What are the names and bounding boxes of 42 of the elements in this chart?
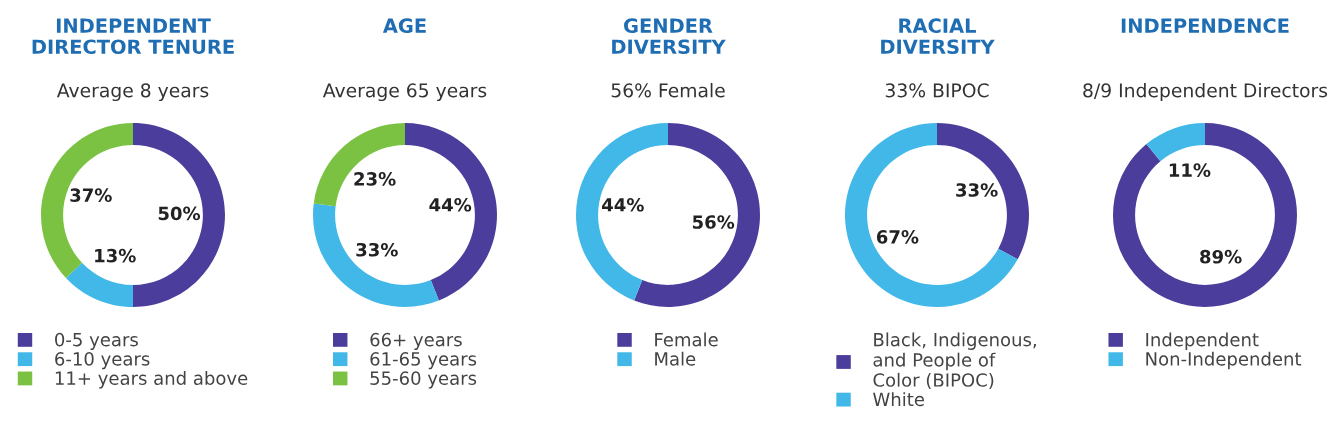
legend-label: 11+ years and above [55, 371, 248, 389]
donut-slice [576, 123, 668, 301]
donut-slice [845, 123, 1018, 307]
chart-subtitle: Average 65 years [322, 83, 487, 102]
data-label: 23% [354, 172, 396, 186]
legend-label: 0-5 years [55, 332, 138, 350]
donut-slice [405, 123, 497, 301]
chart-title: AGE [382, 18, 426, 34]
legend-label: Male [655, 351, 696, 366]
legend-label: Female [655, 332, 718, 347]
donut-slice [1113, 123, 1297, 307]
data-label: 44% [602, 197, 644, 212]
data-label: 33% [356, 242, 398, 257]
legend-label: 6-10 years [55, 352, 150, 370]
chart-title: INDEPENDENCE [1121, 18, 1289, 34]
data-label: 13% [95, 248, 136, 263]
legend-label: 61-65 years [370, 352, 477, 370]
donut-slice [313, 123, 405, 207]
data-label: 67% [876, 230, 919, 244]
data-label: 44% [429, 197, 472, 212]
chart-subtitle: 56% Female [611, 82, 725, 98]
chart-title: RACIAL DIVERSITY [881, 18, 995, 55]
chart-subtitle: 8/9 Independent Directors [1083, 82, 1328, 102]
donut-slice [937, 123, 1029, 260]
legend-label: Black, Indigenous, and People of Color (BIPOC) [873, 332, 1036, 389]
legend-label: 55-60 years [370, 371, 477, 389]
data-label: 50% [158, 206, 201, 221]
legend-label: White [873, 392, 924, 407]
data-label: 56% [692, 215, 735, 229]
chart-title: INDEPENDENT DIRECTOR TENURE [32, 18, 234, 55]
chart-title: GENDER DIVERSITY [612, 18, 726, 55]
data-label: 89% [1200, 249, 1242, 264]
donut-slice [1146, 123, 1205, 162]
chart-subtitle: 33% BIPOC [885, 83, 989, 98]
legend-label: Independent [1146, 332, 1259, 350]
legend-label: Non-Independent [1146, 351, 1302, 370]
donut-slice [65, 262, 133, 307]
data-label: 33% [956, 183, 998, 197]
chart-subtitle: Average 8 years [56, 83, 209, 102]
legend-label: 66+ years [370, 332, 462, 350]
data-label: 11% [1169, 163, 1211, 177]
data-label: 37% [70, 188, 112, 202]
